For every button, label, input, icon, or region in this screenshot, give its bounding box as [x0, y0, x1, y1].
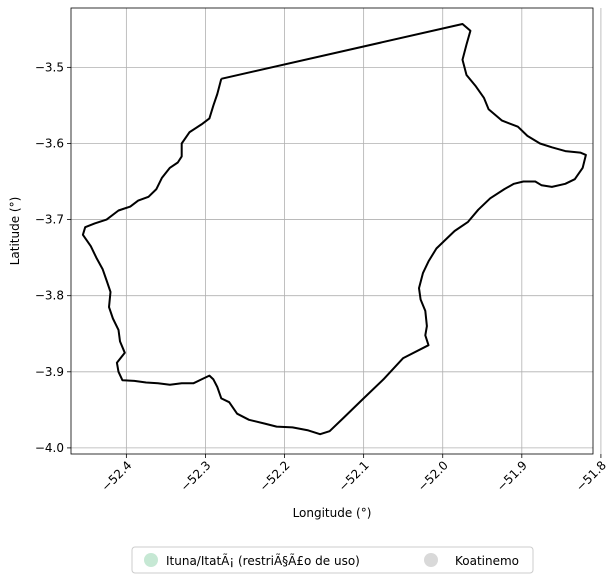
legend-label-koatinemo: Koatinemo [455, 554, 519, 568]
legend-marker-koatinemo [424, 553, 438, 567]
y-tick-label: −3.6 [35, 136, 64, 150]
territory-boundary [81, 23, 587, 436]
y-tick-label: −3.7 [35, 213, 64, 227]
legend-label-ituna: Ituna/ItatÃ¡ (restriÃ§Ã£o de uso) [166, 553, 360, 568]
y-tick-label: −3.8 [35, 289, 64, 303]
y-tick-label: −4.0 [35, 441, 64, 455]
plot-area [70, 7, 594, 455]
y-tick-label: −3.5 [35, 60, 64, 74]
x-axis-title: Longitude (°) [293, 506, 372, 520]
legend-marker-ituna [144, 553, 158, 567]
grid-layer [71, 8, 602, 454]
y-axis-title: Latitude (°) [8, 197, 22, 266]
legend: Ituna/ItatÃ¡ (restriÃ§Ã£o de uso) Koatin… [131, 546, 534, 574]
y-tick-label: −3.9 [35, 365, 64, 379]
